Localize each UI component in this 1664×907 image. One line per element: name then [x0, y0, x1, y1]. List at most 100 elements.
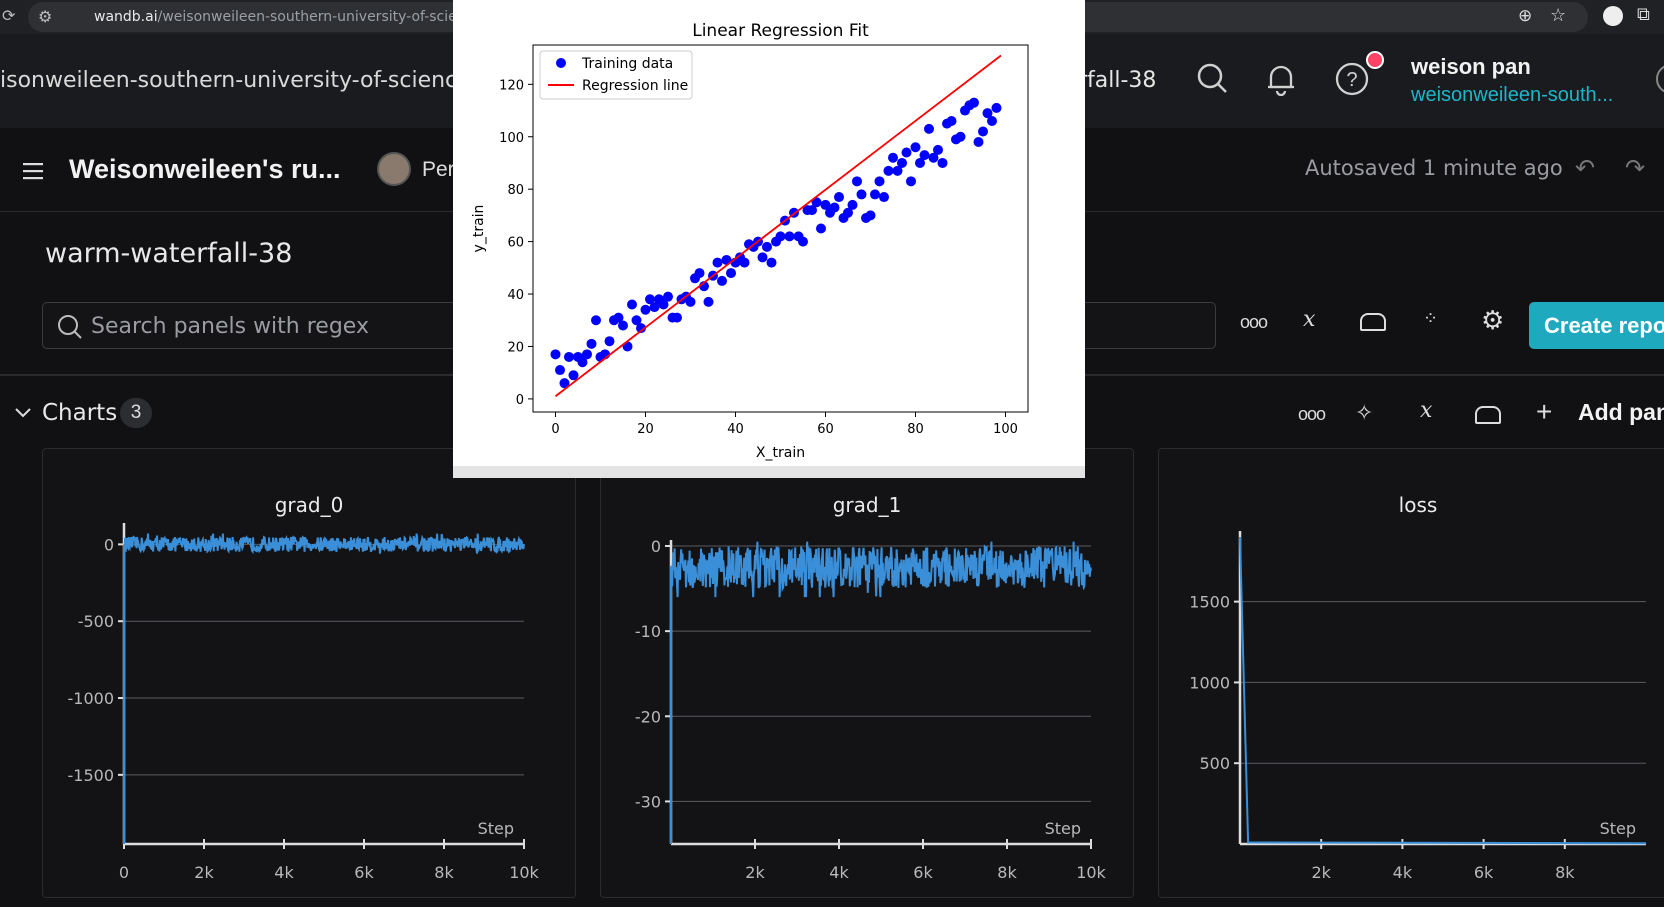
training-point [555, 365, 565, 376]
y-tick-label: 0 [104, 535, 114, 554]
training-point [982, 108, 993, 119]
run-name[interactable]: warm-waterfall-38 [45, 238, 293, 269]
training-point [856, 189, 867, 200]
x-tick-label: 10k [509, 863, 539, 882]
reload-icon[interactable]: ⟳ [2, 8, 16, 25]
settings-icon[interactable]: ⚙ [1481, 305, 1505, 335]
training-point [906, 176, 916, 187]
search-icon [58, 315, 82, 339]
training-point [843, 207, 853, 218]
training-point [937, 157, 948, 168]
training-point [739, 257, 750, 268]
zoom-icon[interactable]: ⊕ [1518, 6, 1533, 25]
training-point [694, 268, 705, 279]
training-point [550, 349, 561, 360]
extensions-puzzle-icon[interactable]: ⧉ [1637, 4, 1650, 24]
search-icon[interactable] [1196, 62, 1228, 94]
x-axis-label: Step [478, 819, 514, 838]
legend-box [539, 50, 693, 100]
training-point [618, 320, 628, 331]
training-point [559, 378, 570, 389]
training-point [946, 116, 957, 127]
author-label[interactable]: Per [422, 158, 455, 181]
training-point [784, 231, 795, 242]
y-tick-label: -1000 [68, 689, 115, 708]
smoothing-icon[interactable] [1475, 406, 1501, 424]
training-point [955, 131, 966, 142]
x-tick-label: 2k [745, 863, 765, 882]
training-point [726, 268, 736, 279]
panel-loss[interactable]: loss 500 1000 1500 2k 4k 6k 8k Step [1158, 448, 1664, 898]
breadcrumb-run[interactable]: rfall-38 [1078, 68, 1157, 93]
x-tick-label: 40 [727, 422, 744, 437]
extension-icon[interactable] [1603, 6, 1623, 26]
training-point [568, 370, 579, 381]
panel-grad-1[interactable]: grad_1 0 -10 -20 -30 2k 4k 6k 8k 10k Step [600, 448, 1134, 898]
help-icon[interactable]: ? [1335, 62, 1369, 96]
matplotlib-figure-window[interactable]: Linear Regression Fit X_train y_train 0 20 40… [453, 0, 1085, 478]
x-tick-label: 100 [993, 422, 1018, 437]
training-point [649, 302, 660, 313]
notification-dot [1366, 51, 1384, 69]
redo-icon[interactable]: ↷ [1625, 155, 1646, 182]
x-axis-icon[interactable]: x [1420, 398, 1433, 423]
series-line [1239, 536, 1647, 845]
training-point [712, 257, 723, 268]
url-text: wandb.ai/weisonweileen-southern-universi… [94, 9, 518, 25]
add-panel-button[interactable]: Add pan [1578, 399, 1664, 425]
x-tick-label: 8k [1555, 863, 1575, 882]
x-axis-label: X_train [756, 445, 805, 461]
x-axis-icon[interactable]: x [1303, 307, 1316, 332]
training-point [897, 157, 907, 168]
more-icon[interactable]: ooo [1298, 404, 1326, 424]
training-point [627, 299, 637, 310]
y-tick-label: 60 [507, 236, 524, 251]
training-point [807, 205, 817, 216]
create-report-button[interactable]: Create repo [1529, 302, 1664, 349]
x-tick-label: 6k [913, 863, 933, 882]
undo-icon[interactable]: ↶ [1575, 155, 1596, 182]
pin-icon[interactable]: ✧ [1355, 400, 1374, 425]
x-tick-label: 60 [817, 422, 834, 437]
y-tick-label: 100 [499, 131, 524, 146]
avatar[interactable] [1656, 64, 1664, 94]
y-tick-label: 80 [507, 183, 524, 198]
user-name[interactable]: weison pan [1411, 54, 1531, 79]
bell-icon[interactable] [1266, 62, 1296, 96]
training-point [910, 142, 921, 153]
x-tick-label: 4k [829, 863, 849, 882]
breadcrumb-org[interactable]: isonweileen-southern-university-of-scien… [0, 68, 458, 93]
y-tick-label: 0 [516, 393, 524, 408]
menu-icon[interactable] [23, 162, 43, 180]
outliers-icon[interactable]: ⁘ [1423, 308, 1439, 328]
training-point [775, 231, 786, 242]
training-point [928, 152, 939, 163]
training-point [703, 296, 714, 307]
more-icon[interactable]: ooo [1240, 312, 1268, 332]
training-point [766, 257, 777, 268]
site-info-icon[interactable]: ⚙ [38, 9, 53, 26]
training-point [631, 315, 642, 326]
bookmark-star-icon[interactable]: ☆ [1550, 5, 1567, 25]
plus-icon[interactable]: + [1536, 396, 1553, 427]
training-point [915, 157, 925, 168]
panel-grad-0[interactable]: grad_0 0 -500 -1000 -1500 0 2k 4k 6k 8k 10k Step [42, 448, 576, 898]
grad-0-chart: 0 -500 -1000 -1500 0 2k 4k 6k 8k 10k Step [68, 523, 540, 882]
chevron-down-icon[interactable] [14, 406, 32, 420]
training-point [636, 323, 646, 334]
smoothing-icon[interactable] [1360, 313, 1386, 331]
x-tick-label: 4k [274, 863, 294, 882]
training-point [888, 152, 898, 163]
report-title[interactable]: Weisonweileen's ru... [69, 154, 341, 184]
user-org[interactable]: weisonweileen-south... [1411, 84, 1614, 106]
training-point [577, 357, 588, 368]
author-avatar[interactable] [377, 152, 411, 186]
training-point [834, 192, 844, 203]
section-title[interactable]: Charts [42, 400, 118, 426]
training-point [564, 351, 574, 362]
training-point [847, 199, 858, 210]
training-point [582, 349, 592, 360]
training-point [762, 241, 772, 252]
training-point [685, 296, 696, 307]
x-axis-label: Step [1045, 819, 1081, 838]
